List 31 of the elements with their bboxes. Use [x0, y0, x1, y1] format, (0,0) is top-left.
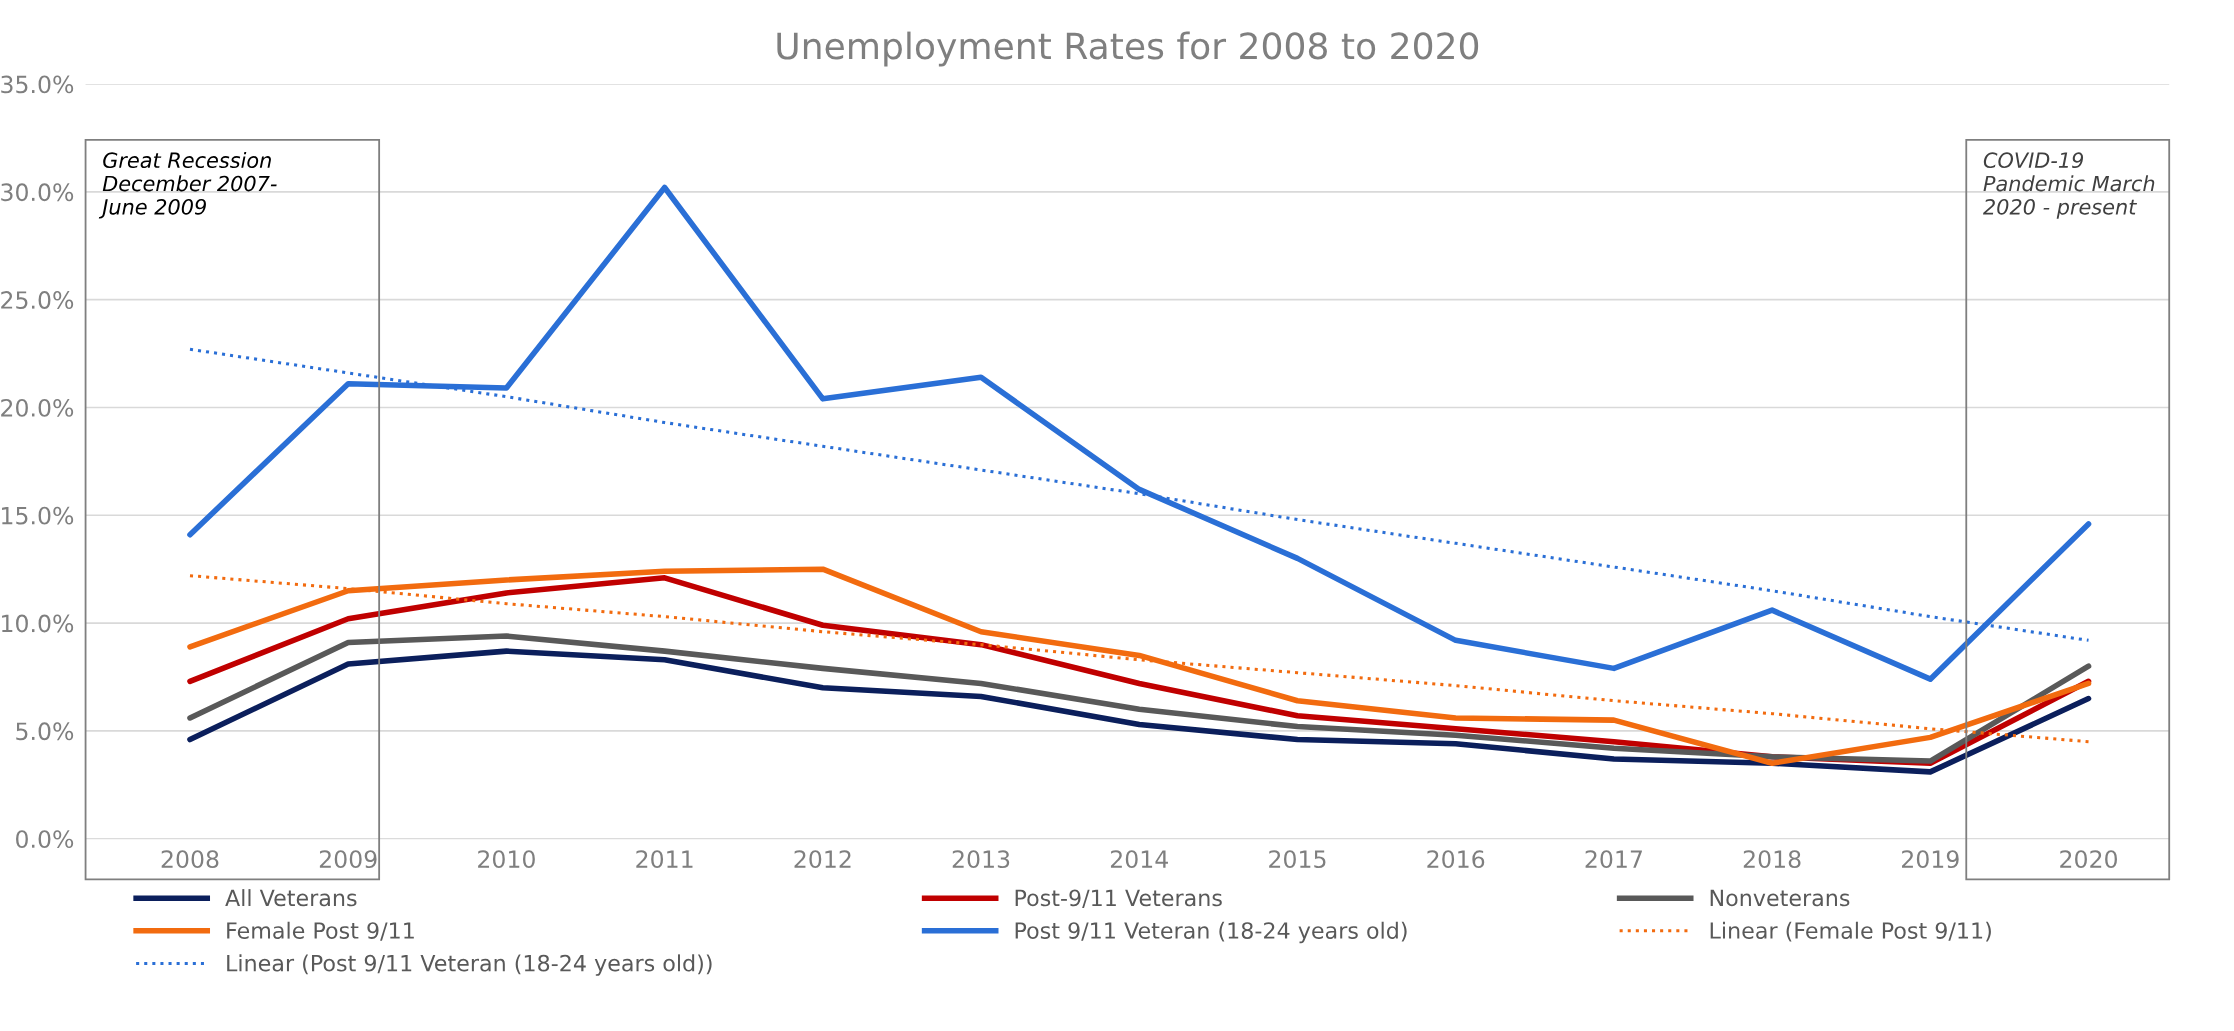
x-tick-label: 2017 — [1585, 850, 1642, 869]
annotation: Great Recession December 2007- June 2009 — [98, 151, 277, 219]
x-tick-label: 2020 — [2060, 850, 2117, 869]
y-tick-label: 30.0% — [1, 183, 74, 202]
legend-label: All Veterans — [225, 889, 357, 907]
y-tick-label: 0.0% — [16, 830, 74, 849]
y-tick-label: 25.0% — [1, 291, 74, 309]
y-tick-label: 15.0% — [2, 506, 74, 525]
x-tick-label: 2011 — [636, 850, 693, 869]
x-tick-label: 2014 — [1110, 850, 1168, 869]
legend-label: Linear (Post 9/11 Veteran (18-24 years old)) — [227, 954, 712, 976]
x-tick-label: 2015 — [1269, 850, 1326, 869]
x-tick-label: 2018 — [1743, 850, 1801, 869]
x-tick-label: 2010 — [478, 850, 535, 869]
x-tick-label: 2013 — [952, 850, 1010, 869]
chart-title: Unemployment Rates for 2008 to 2020 — [777, 31, 1479, 67]
x-tick-label: 2019 — [1902, 850, 1959, 869]
y-tick-label: 5.0% — [16, 722, 74, 741]
legend-label: Post 9/11 Veteran (18-24 years old) — [1015, 921, 1407, 944]
y-tick-label: 20.0% — [1, 398, 74, 417]
y-tick-label: 10.0% — [2, 614, 74, 633]
legend-label: Post-9/11 Veterans — [1015, 889, 1222, 909]
y-tick-label: 35.0% — [1, 75, 74, 94]
x-tick-label: 2008 — [161, 850, 219, 869]
x-tick-label: 2012 — [794, 850, 851, 869]
annotation: COVID-19 Pandemic March 2020 - present — [1983, 152, 2155, 219]
legend-label: Female Post 9/11 — [227, 921, 414, 941]
x-tick-label: 2016 — [1427, 850, 1485, 869]
legend-label: Nonveterans — [1710, 889, 1850, 907]
legend-label: Linear (Female Post 9/11) — [1710, 921, 1991, 942]
x-tick-label: 2009 — [319, 850, 377, 869]
